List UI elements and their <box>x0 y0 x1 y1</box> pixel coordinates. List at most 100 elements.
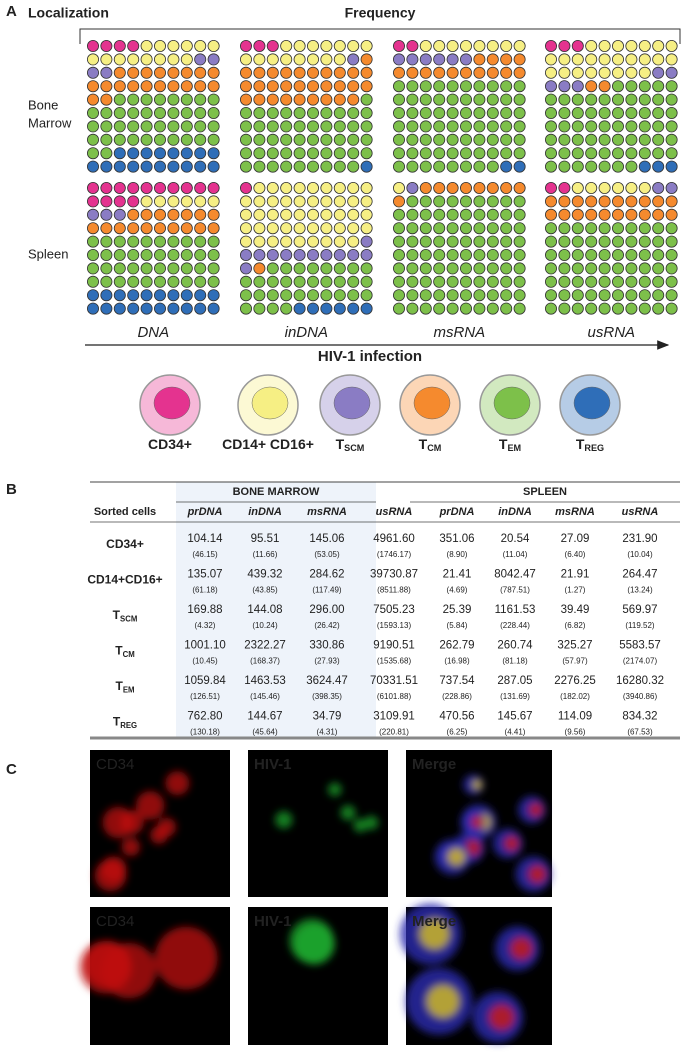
cell-dot <box>406 195 419 208</box>
cell-dot <box>140 40 153 53</box>
cell-dot <box>612 235 625 248</box>
cell-dot <box>140 107 153 120</box>
cell-dot <box>100 275 113 288</box>
cell-value: 262.79 <box>439 640 474 652</box>
cell-dot <box>513 208 526 221</box>
cell-dot <box>153 80 166 93</box>
cell-dot <box>266 235 279 248</box>
cell-dot <box>473 195 486 208</box>
label-main: T <box>499 436 508 452</box>
cell-dot <box>306 181 319 194</box>
cell-dot <box>253 302 266 315</box>
cell-value: 39.49 <box>561 604 590 616</box>
label-sub: CM <box>427 444 441 454</box>
cell-dot <box>513 248 526 261</box>
cell-dot <box>392 120 405 133</box>
cell-dot <box>239 133 252 146</box>
cell-dot <box>433 262 446 275</box>
column-header: inDNA <box>498 506 532 518</box>
cell-dot <box>638 66 651 79</box>
cell-dot <box>545 93 558 106</box>
cell-dot <box>100 120 113 133</box>
cell-dot <box>433 208 446 221</box>
cell-dot <box>665 160 678 173</box>
cell-value: 231.90 <box>622 533 657 545</box>
cell-dot <box>266 147 279 160</box>
cell-dot <box>360 40 373 53</box>
cell-dot <box>625 235 638 248</box>
cell-dot <box>652 120 665 133</box>
cell-dot <box>652 40 665 53</box>
cell-dot <box>194 66 207 79</box>
cell-dot <box>598 80 611 93</box>
cell-dot <box>333 289 346 302</box>
label-sub: SCM <box>120 615 137 624</box>
cell-dot <box>486 80 499 93</box>
cell-dot <box>306 222 319 235</box>
cell-dot <box>87 80 100 93</box>
cell-dot <box>347 107 360 120</box>
cell-dot <box>406 133 419 146</box>
label-main: CD34+ <box>148 436 192 452</box>
cell-dot <box>625 120 638 133</box>
cell-label: TCM <box>419 436 442 454</box>
cell-dot <box>433 40 446 53</box>
cell-dot <box>598 120 611 133</box>
cell-dot <box>266 80 279 93</box>
label-main: T <box>576 436 585 452</box>
cell-dot <box>127 120 140 133</box>
frequency-title: Frequency <box>345 5 416 21</box>
cell-dot <box>433 107 446 120</box>
cell-dot <box>486 53 499 66</box>
cell-dot <box>652 248 665 261</box>
cell-dot <box>513 66 526 79</box>
cell-dot <box>153 107 166 120</box>
cell-dot <box>140 208 153 221</box>
cell-dot <box>320 235 333 248</box>
cell-dot <box>207 275 220 288</box>
column-header: usRNA <box>622 506 659 518</box>
cell-dot <box>113 289 126 302</box>
cell-dot <box>459 235 472 248</box>
label-main: T <box>419 436 428 452</box>
cell-dot <box>545 222 558 235</box>
cell-sd: (46.15) <box>192 550 218 559</box>
cell-dot <box>406 181 419 194</box>
cell-dot <box>140 275 153 288</box>
cell-value: 762.80 <box>187 711 222 723</box>
cell-dot <box>280 80 293 93</box>
cell-dot <box>306 248 319 261</box>
cell-dot <box>207 181 220 194</box>
cell-dot <box>153 66 166 79</box>
cell-label: TSCM <box>113 608 138 623</box>
cell-dot <box>486 262 499 275</box>
cell-dot <box>571 120 584 133</box>
cell-dot <box>638 195 651 208</box>
cell-dot <box>545 66 558 79</box>
cell-dot <box>625 107 638 120</box>
cell-dot <box>266 107 279 120</box>
cell-dot <box>180 181 193 194</box>
cell-dot <box>486 248 499 261</box>
cell-dot <box>558 93 571 106</box>
cell-dot <box>180 66 193 79</box>
cell-sd: (126.51) <box>190 692 220 701</box>
cell-dot <box>638 107 651 120</box>
cell-dot <box>433 66 446 79</box>
cell-dot <box>513 107 526 120</box>
cell-value: 8042.47 <box>494 569 536 581</box>
cell-dot <box>167 235 180 248</box>
cell-dot <box>140 195 153 208</box>
cell-dot <box>113 147 126 160</box>
cell-dot <box>392 80 405 93</box>
cell-dot <box>665 53 678 66</box>
cell-dot <box>306 147 319 160</box>
cell-dot <box>585 93 598 106</box>
cell-dot <box>113 66 126 79</box>
cell-sd: (3940.86) <box>623 692 658 701</box>
cell-dot <box>598 262 611 275</box>
cell-dot <box>625 208 638 221</box>
cell-label: CD14+ CD16+ <box>222 436 314 452</box>
blob <box>135 791 165 820</box>
cell-dot <box>347 262 360 275</box>
